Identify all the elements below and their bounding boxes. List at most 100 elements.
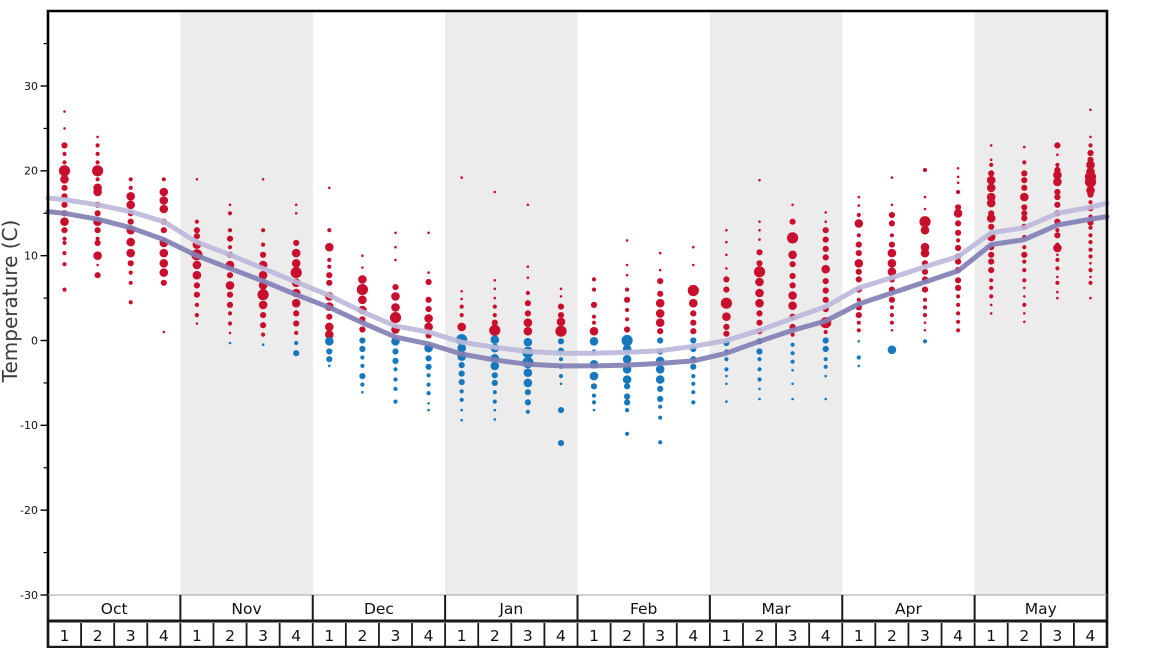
- above-freezing-dot: [358, 295, 367, 305]
- week-label: 2: [622, 627, 632, 645]
- above-freezing-dot: [625, 307, 630, 313]
- above-freezing-dot: [692, 263, 695, 267]
- below-freezing-dot: [459, 397, 464, 402]
- above-freezing-dot: [723, 323, 730, 330]
- above-freezing-dot: [94, 239, 101, 246]
- below-freezing-dot: [426, 373, 431, 378]
- above-freezing-dot: [95, 143, 100, 148]
- above-freezing-dot: [61, 142, 68, 149]
- above-freezing-dot: [325, 242, 334, 252]
- below-freezing-dot: [658, 440, 663, 445]
- above-freezing-dot: [94, 210, 101, 217]
- above-freezing-dot: [725, 253, 728, 257]
- above-freezing-dot: [857, 204, 861, 207]
- above-freezing-dot: [95, 160, 100, 165]
- below-freezing-dot: [523, 378, 533, 388]
- below-freezing-dot: [691, 381, 696, 386]
- below-freezing-dot: [756, 348, 763, 355]
- above-freezing-dot: [923, 195, 927, 199]
- above-freezing-dot: [526, 276, 530, 280]
- below-freezing-dot: [460, 418, 464, 422]
- above-freezing-dot: [195, 322, 199, 325]
- above-freezing-dot: [391, 292, 400, 301]
- above-freezing-dot: [855, 312, 862, 319]
- below-freezing-dot: [359, 345, 366, 353]
- week-label: 4: [556, 627, 566, 645]
- above-freezing-dot: [128, 300, 133, 305]
- above-freezing-dot: [327, 264, 332, 269]
- above-freezing-dot: [1022, 302, 1027, 307]
- week-label: 2: [887, 627, 897, 645]
- above-freezing-dot: [258, 300, 268, 310]
- above-freezing-dot: [723, 330, 730, 337]
- above-freezing-dot: [756, 249, 763, 256]
- above-freezing-dot: [955, 284, 962, 291]
- week-column-jan-2: [489, 190, 501, 421]
- above-freezing-dot: [689, 298, 698, 308]
- above-freezing-dot: [756, 310, 763, 317]
- above-freezing-dot: [755, 277, 764, 287]
- above-freezing-dot: [424, 322, 433, 332]
- below-freezing-dot: [294, 340, 299, 346]
- above-freezing-dot: [854, 259, 864, 268]
- above-freezing-dot: [687, 284, 699, 297]
- above-freezing-dot: [294, 212, 298, 215]
- above-freezing-dot: [557, 312, 565, 319]
- above-freezing-dot: [524, 300, 532, 307]
- below-freezing-dot: [757, 377, 762, 382]
- above-freezing-dot: [658, 268, 662, 272]
- below-freezing-dot: [824, 374, 827, 378]
- week-column-mar-3: [787, 203, 799, 401]
- week-label: 2: [357, 627, 367, 645]
- above-freezing-dot: [1022, 259, 1027, 264]
- above-freezing-dot: [988, 251, 995, 258]
- above-freezing-dot: [392, 284, 399, 291]
- above-freezing-dot: [855, 250, 862, 257]
- above-freezing-dot: [887, 259, 897, 268]
- above-freezing-dot: [725, 240, 728, 244]
- below-freezing-dot: [326, 348, 333, 355]
- above-freezing-dot: [555, 325, 567, 337]
- below-freezing-dot: [524, 399, 532, 406]
- above-freezing-dot: [1054, 232, 1061, 239]
- above-freezing-dot: [824, 211, 827, 214]
- above-freezing-dot: [1054, 188, 1061, 196]
- above-freezing-dot: [294, 330, 299, 335]
- above-freezing-dot: [159, 248, 169, 258]
- above-freezing-dot: [60, 175, 69, 184]
- above-freezing-dot: [460, 290, 464, 293]
- below-freezing-dot: [790, 351, 795, 356]
- above-freezing-dot: [822, 278, 829, 285]
- below-freezing-dot: [490, 335, 500, 345]
- below-freezing-dot: [655, 375, 665, 384]
- above-freezing-dot: [356, 284, 368, 296]
- below-freezing-dot: [427, 408, 430, 412]
- below-freezing-dot: [622, 354, 632, 364]
- above-freezing-dot: [725, 267, 728, 270]
- above-freezing-dot: [261, 242, 266, 247]
- below-freezing-dot: [457, 343, 467, 353]
- shaded-band-nov: [180, 10, 313, 595]
- above-freezing-dot: [919, 216, 931, 228]
- above-freezing-dot: [492, 313, 497, 318]
- above-freezing-dot: [260, 322, 267, 329]
- below-freezing-dot: [657, 337, 664, 344]
- below-freezing-dot: [691, 390, 696, 395]
- above-freezing-dot: [889, 233, 895, 238]
- above-freezing-dot: [789, 261, 796, 268]
- above-freezing-dot: [725, 228, 728, 232]
- below-freezing-dot: [459, 389, 464, 394]
- above-freezing-dot: [524, 310, 532, 317]
- y-tick-label: 10: [24, 249, 38, 262]
- below-freezing-dot: [558, 357, 564, 362]
- week-column-dec-2: [356, 254, 368, 394]
- week-label: 2: [490, 627, 500, 645]
- above-freezing-dot: [427, 271, 430, 274]
- below-freezing-dot: [758, 387, 761, 391]
- below-freezing-dot: [458, 362, 465, 369]
- above-freezing-dot: [1021, 177, 1028, 184]
- week-label: 4: [953, 627, 963, 645]
- above-freezing-dot: [822, 287, 829, 294]
- below-freezing-dot: [493, 418, 497, 421]
